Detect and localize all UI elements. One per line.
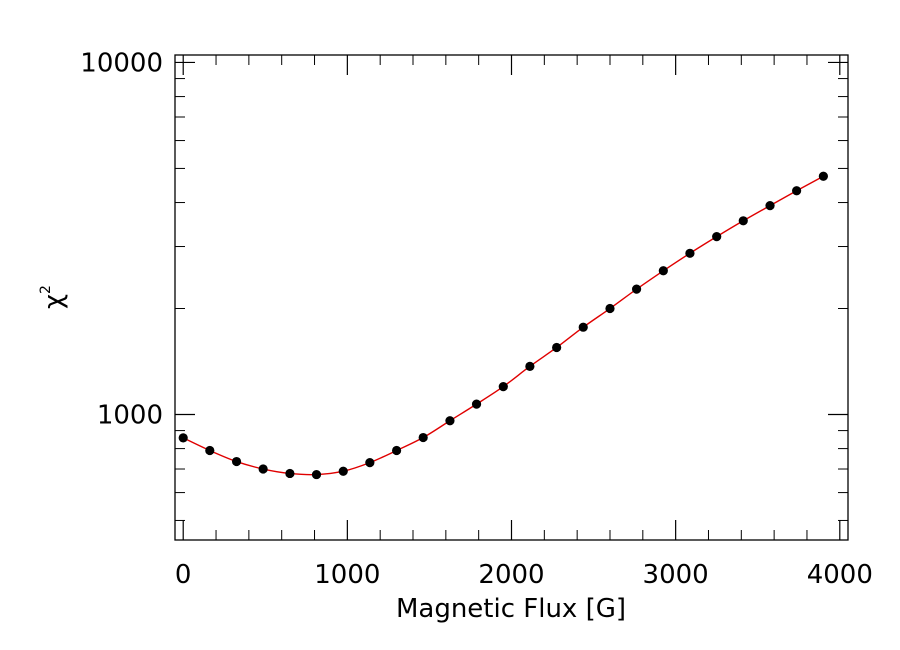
x-tick-label: 2000: [478, 560, 544, 590]
x-tick-label: 4000: [807, 560, 873, 590]
x-axis-title: Magnetic Flux [G]: [396, 594, 626, 624]
data-point: [578, 322, 588, 332]
x-tick-label: 1000: [314, 560, 380, 590]
y-axis-superscript: 2: [38, 285, 54, 294]
y-tick-label: 1000: [97, 400, 163, 430]
data-point: [365, 457, 375, 468]
data-point: [765, 201, 775, 211]
data-point: [338, 466, 348, 476]
data-point: [231, 456, 242, 467]
data-point: [525, 361, 535, 371]
y-axis-tick-labels: 1000 10000: [80, 48, 163, 430]
plot-frame: [174, 54, 849, 541]
x-tick-label: 0: [175, 560, 192, 590]
x-tick-label: 3000: [643, 560, 709, 590]
data-points: [178, 171, 828, 480]
data-point: [792, 186, 802, 196]
data-point: [818, 171, 828, 181]
data-point: [631, 284, 642, 294]
data-point: [552, 342, 562, 353]
data-point: [471, 399, 482, 409]
y-axis-symbol: χ: [39, 294, 69, 309]
fit-line: [182, 175, 824, 476]
data-point: [445, 416, 455, 426]
data-point: [178, 433, 188, 443]
data-point: [658, 266, 668, 276]
x-axis-tick-labels: 0 1000 2000 3000 4000: [175, 560, 873, 590]
y-axis-ticks: [175, 61, 848, 521]
x-axis-ticks: [182, 55, 841, 540]
data-point: [738, 216, 748, 226]
data-point: [418, 432, 428, 443]
y-axis-title: χ2: [38, 285, 69, 309]
data-point: [205, 445, 215, 456]
data-point: [285, 468, 295, 479]
data-point: [311, 469, 322, 480]
data-point: [258, 464, 268, 474]
data-point: [391, 445, 402, 456]
data-point: [685, 248, 695, 258]
svg-text:χ2: χ2: [38, 285, 69, 309]
data-point: [712, 232, 722, 242]
data-point: [605, 303, 615, 314]
data-point: [498, 382, 508, 392]
y-tick-label: 10000: [80, 48, 163, 78]
